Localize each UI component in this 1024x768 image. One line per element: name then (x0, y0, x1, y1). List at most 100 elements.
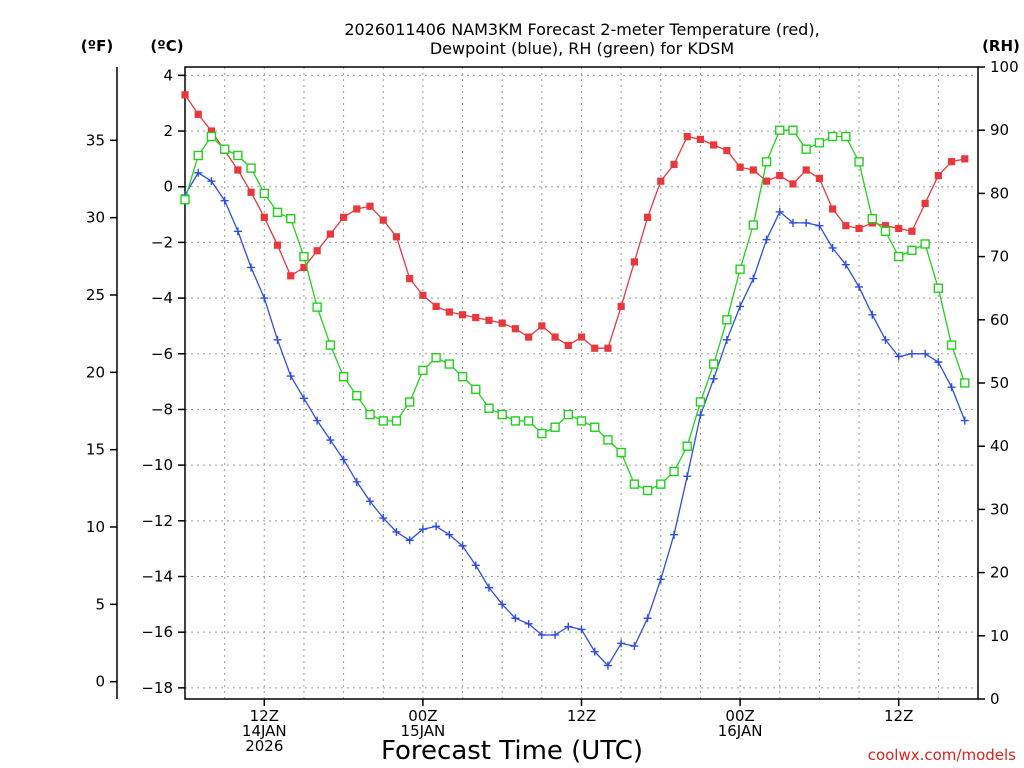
rh-point (854, 157, 864, 167)
rh-point (286, 213, 296, 224)
rh-point (497, 409, 507, 420)
temperature-point (379, 216, 387, 224)
rh-point (788, 125, 798, 135)
celsius-unit-label: (ºC) (150, 37, 183, 55)
temperature-point (273, 241, 282, 249)
dewpoint-point (273, 335, 282, 344)
celsius-tick-label: −6 (151, 345, 173, 363)
rh-point (761, 157, 772, 167)
dewpoint-point (233, 227, 242, 236)
dewpoint-point (564, 622, 573, 631)
dewpoint-point (590, 647, 599, 656)
temperature-point (604, 344, 612, 352)
temperature-point (643, 213, 652, 221)
rh-point (325, 340, 336, 350)
dewpoint-point (894, 352, 903, 361)
rh-point (391, 416, 402, 426)
temperature-point (670, 160, 678, 169)
rh-point (841, 131, 851, 142)
temperature-point (564, 341, 572, 350)
temperature-point (696, 135, 705, 143)
x-tick-label: 12Z (884, 707, 913, 725)
dewpoint-point (947, 383, 956, 392)
dewpoint-point (286, 372, 295, 381)
rh-point (576, 416, 587, 426)
temperature-point (934, 171, 942, 180)
dewpoint-point (405, 536, 414, 545)
dewpoint-point (722, 335, 731, 344)
rh-point (352, 390, 362, 401)
credit-text: coolwx.com/models (868, 746, 1016, 764)
rh-tick-label: 30 (990, 500, 1009, 518)
rh-point (418, 365, 428, 376)
temperature-point (842, 222, 850, 230)
rh-point (920, 239, 930, 249)
dewpoint-point (683, 472, 692, 481)
fahrenheit-tick-label: 25 (86, 286, 105, 304)
rh-point (471, 384, 481, 395)
rh-tick-label: 20 (990, 564, 1009, 582)
x-tick-label: 12Z (567, 707, 596, 725)
fahrenheit-unit-label: (ºF) (81, 37, 113, 55)
rh-point (629, 479, 640, 489)
temperature-point (445, 308, 453, 316)
rh-point (206, 131, 217, 142)
temperature-point (340, 213, 348, 221)
x-tick-label: 00Z (408, 707, 437, 725)
rh-point (563, 409, 573, 420)
x-tick-label: 15JAN (401, 722, 446, 740)
rh-point (880, 226, 891, 237)
rh-point (510, 416, 521, 426)
rh-tick-label: 50 (990, 374, 1009, 392)
temperature-point (485, 316, 493, 324)
rh-point (537, 428, 547, 439)
rh-tick-label: 60 (990, 311, 1009, 329)
rh-point (933, 283, 944, 293)
temperature-point (881, 222, 890, 230)
temperature-point (895, 224, 903, 233)
fahrenheit-tick-label: 15 (86, 441, 105, 459)
dewpoint-point (339, 455, 348, 464)
rh-point (748, 220, 759, 230)
dewpoint-point (498, 600, 507, 609)
dewpoint-point (207, 177, 216, 186)
dewpoint-point (537, 630, 546, 639)
rh-tick-label: 80 (990, 184, 1009, 202)
temperature-point (287, 272, 295, 280)
dewpoint-point (326, 436, 335, 445)
temperature-point (776, 171, 784, 180)
rh-point (867, 213, 877, 224)
dewpoint-point (458, 541, 467, 550)
rh-tick-label: 100 (990, 58, 1019, 76)
rh-point (457, 371, 468, 382)
rh-point (775, 125, 785, 135)
dewpoint-point (921, 349, 930, 358)
temperature-point (234, 166, 242, 174)
rh-point (219, 144, 230, 154)
rh-unit-label: (RH) (982, 37, 1020, 55)
rh-point (603, 435, 613, 445)
dewpoint-point (802, 218, 811, 227)
dewpoint-point (815, 221, 824, 230)
dewpoint-point (432, 522, 441, 531)
rh-point (590, 422, 600, 432)
rh-point (814, 138, 825, 148)
dewpoint-point (775, 207, 784, 216)
rh-point (735, 264, 745, 274)
temperature-point (829, 205, 837, 213)
temperature-point (736, 163, 744, 171)
rh-tick-label: 70 (990, 248, 1009, 266)
dewpoint-point (736, 302, 745, 311)
celsius-tick-label: −12 (141, 512, 173, 530)
x-tick-label: 2026 (245, 737, 283, 755)
rh-point (338, 371, 349, 382)
temperature-point (406, 274, 414, 283)
rh-tick-label: 0 (990, 690, 1000, 708)
temperature-point (762, 177, 771, 185)
rh-point (801, 144, 811, 154)
temperature-point (617, 302, 625, 311)
celsius-tick-label: −18 (141, 679, 173, 697)
temperature-point (419, 291, 427, 299)
rh-point (299, 251, 309, 262)
